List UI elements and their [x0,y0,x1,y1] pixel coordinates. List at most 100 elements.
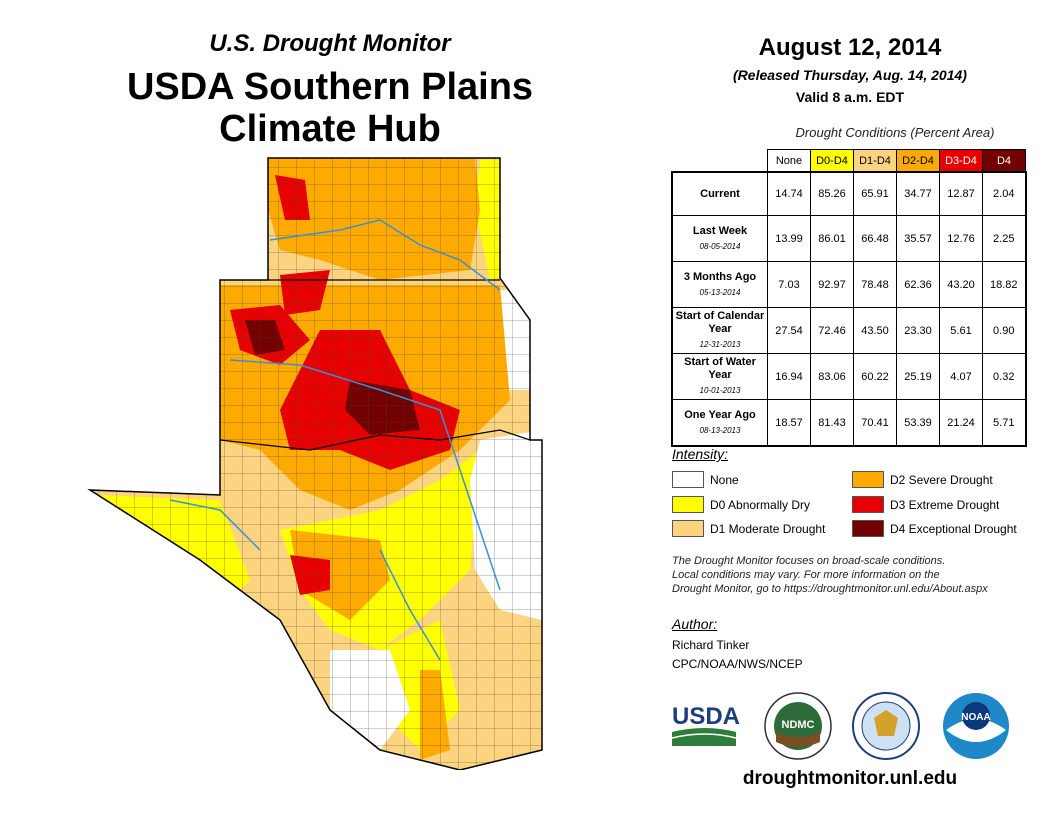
table-cell: 66.48 [853,215,897,262]
river-red [229,359,501,591]
conditions-table-title: Drought Conditions (Percent Area) [795,125,995,140]
usda-logo-stripe [671,733,737,739]
noaa-logo-text: NOAA [961,712,990,723]
author-name: Richard Tinker [672,638,750,652]
table-cell: 27.54 [767,307,811,354]
table-cell: 92.97 [810,261,854,308]
row-label-text: 3 Months Ago [683,270,757,283]
river-brazos [379,549,441,661]
release-date: (Released Thursday, Aug. 14, 2014) [733,67,967,83]
column-header: D4 [982,149,1026,173]
row-label-text: Current [700,187,740,200]
table-cell: 34.77 [896,171,940,216]
title-line-2: Climate Hub [219,108,441,150]
table-cell: 13.99 [767,215,811,262]
table-cell: 65.91 [853,171,897,216]
table-cell: 85.26 [810,171,854,216]
note-line: Local conditions may vary. For more info… [672,569,940,581]
noaa-logo-bird-icon [946,719,1006,742]
column-header: D1-D4 [853,149,897,173]
table-cell: 53.39 [896,399,940,447]
row-date: 10-01-2013 [699,386,741,395]
row-label: Current [671,171,768,216]
note-line: Drought Monitor, go to https://droughtmo… [672,583,988,595]
map-date: August 12, 2014 [758,34,942,61]
table-row: One Year Ago 08-13-2013 18.57 81.43 70.41… [671,399,1026,447]
table-row: Start of Water Year 10-01-2013 16.94 83.0… [671,353,1026,400]
table-cell: 16.94 [767,353,811,400]
legend-item-d4: D4 Exceptional Drought [852,520,1017,537]
table-cell: 23.30 [896,307,940,354]
ndmc-logo-soil [776,732,820,747]
usda-logo-field [672,728,736,746]
website-url[interactable]: droughtmonitor.unl.edu [742,768,958,789]
row-label: Start of Calendar Year 12-31-2013 [671,307,768,354]
legend-swatch [852,471,884,488]
row-label-text: Start of Water Year [684,356,756,381]
table-cell: 43.50 [853,307,897,354]
river-rio-grande [169,499,261,551]
table-header-row: None D0-D4 D1-D4 D2-D4 D3-D4 D4 [672,149,1026,173]
oklahoma-texas-border [219,429,531,451]
legend-label: D3 Extreme Drought [890,497,1000,512]
map-title: USDA Southern Plains Climate Hub [70,66,590,150]
commerce-seal-logo [852,692,920,760]
table-cell: 7.03 [767,261,811,308]
usda-logo-text: USDA [672,703,740,730]
row-label: Start of Water Year 10-01-2013 [671,353,768,400]
legend-label: None [710,472,739,487]
county-boundaries [90,158,542,770]
legend-label: D4 Exceptional Drought [890,521,1017,536]
row-date: 12-31-2013 [699,340,741,349]
table-cell: 4.07 [939,353,983,400]
table-cell: 5.71 [982,399,1026,447]
table-cell: 78.48 [853,261,897,308]
legend-label: D2 Severe Drought [890,472,993,487]
table-corner [672,149,768,172]
table-cell: 62.36 [896,261,940,308]
legend-item-d2: D2 Severe Drought [852,471,993,488]
column-header: None [767,149,811,173]
row-label: One Year Ago 08-13-2013 [671,399,768,447]
table-row: 3 Months Ago 05-13-2014 7.03 92.97 78.48 … [671,261,1026,308]
legend-swatch [672,496,704,513]
table-cell: 83.06 [810,353,854,400]
drought-conditions-table: None D0-D4 D1-D4 D2-D4 D3-D4 D4 Current … [671,149,1027,447]
table-cell: 0.32 [982,353,1026,400]
legend-label: D0 Abnormally Dry [710,497,811,512]
legend-item-d3: D3 Extreme Drought [852,496,999,513]
table-cell: 14.74 [767,171,811,216]
legend-swatch [852,520,884,537]
table-cell: 25.19 [896,353,940,400]
table-cell: 12.87 [939,171,983,216]
disclaimer-note: The Drought Monitor focuses on broad-sca… [672,554,1042,596]
table-cell: 81.43 [810,399,854,447]
partner-logos: USDA NDMC NOAA [671,692,1009,760]
table-cell: 72.46 [810,307,854,354]
table-cell: 18.57 [767,399,811,447]
table-cell: 60.22 [853,353,897,400]
column-header: D0-D4 [810,149,854,173]
legend-swatch [852,496,884,513]
commerce-seal-eagle-icon [874,710,898,736]
row-date: 08-13-2013 [699,425,741,435]
legend-item-d0: D0 Abnormally Dry [672,496,810,513]
row-date: 05-13-2014 [699,287,741,297]
legend-item-d1: D1 Moderate Drought [672,520,825,537]
table-cell: 2.25 [982,215,1026,262]
title-line-1: USDA Southern Plains [126,66,534,108]
drought-map [87,157,543,770]
noaa-logo: NOAA [943,693,1009,759]
column-header: D3-D4 [939,149,983,173]
legend-label: D1 Moderate Drought [710,521,826,536]
legend-swatch [672,520,704,537]
legend-title: Intensity: [672,446,729,462]
row-label: 3 Months Ago 05-13-2014 [671,261,768,308]
row-label-text: Last Week [692,224,748,237]
table-cell: 70.41 [853,399,897,447]
table-row: Start of Calendar Year 12-31-2013 27.54 7… [671,307,1026,354]
table-cell: 35.57 [896,215,940,262]
noaa-logo-inner [962,702,990,730]
ndmc-logo: NDMC [764,692,832,760]
river-arkansas [269,219,501,291]
